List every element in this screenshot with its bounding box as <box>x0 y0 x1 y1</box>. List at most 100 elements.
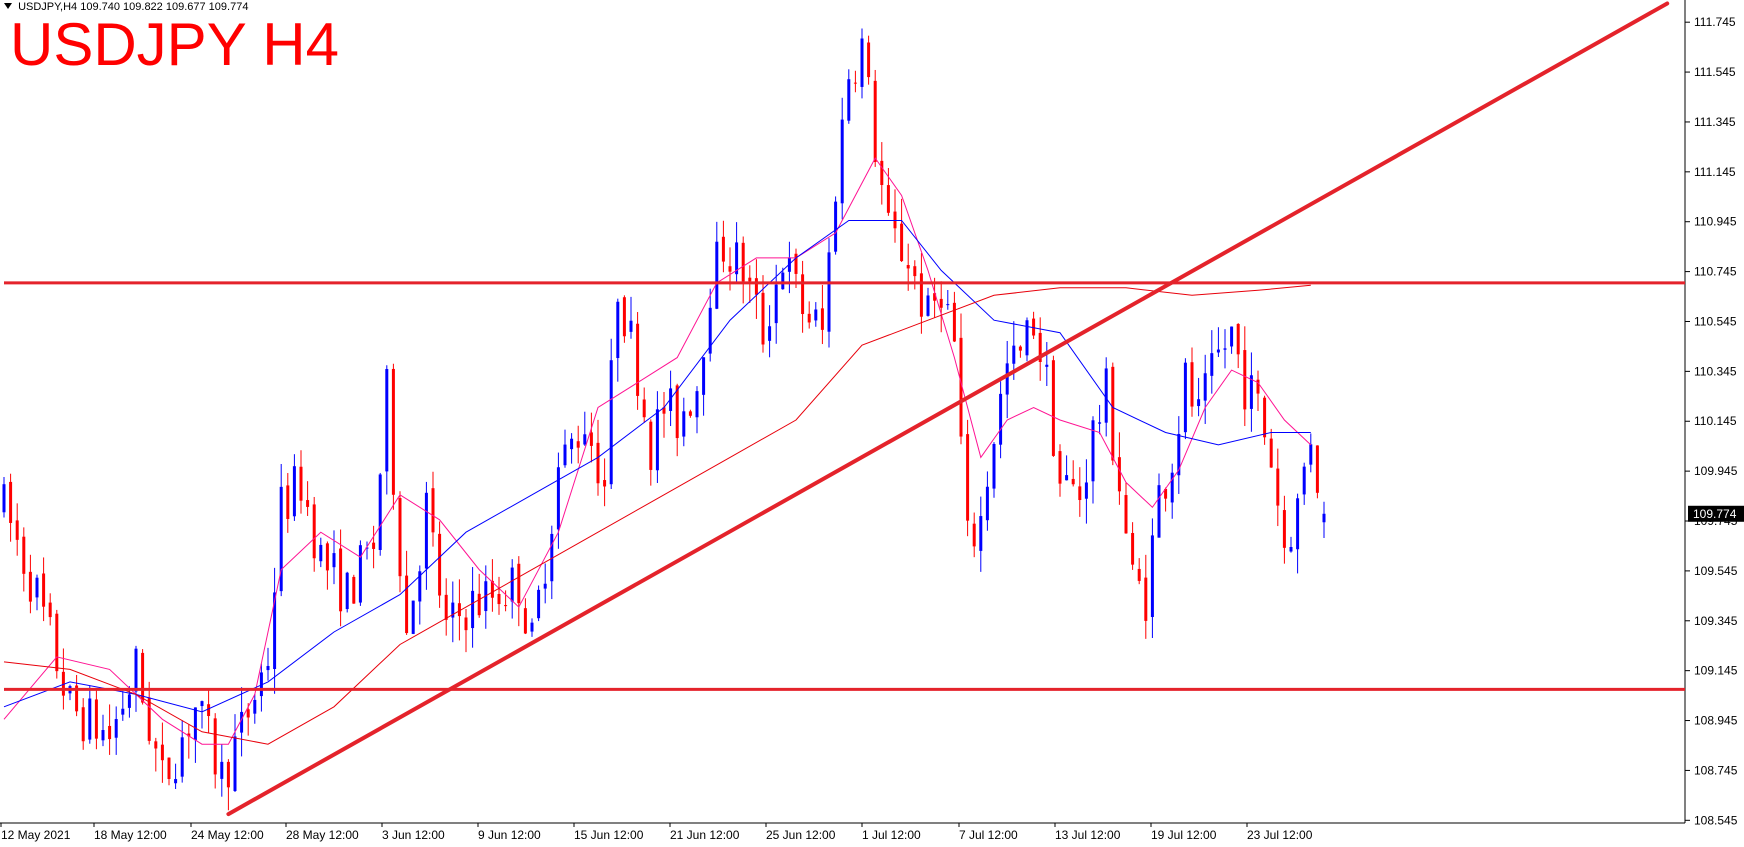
candle-body <box>108 725 112 740</box>
candle-body <box>279 486 283 592</box>
candle-body <box>424 492 428 569</box>
candle-body <box>273 592 277 670</box>
candle-body <box>398 498 402 577</box>
price-tick-label: 110.745 <box>1694 265 1737 279</box>
candle-body <box>867 42 871 78</box>
candle-body <box>81 707 85 742</box>
current-price-label: 109.774 <box>1693 507 1737 521</box>
candle-body <box>1164 488 1168 499</box>
candle-body <box>339 548 343 612</box>
candle-body <box>1025 320 1029 356</box>
candle-body <box>1177 433 1181 476</box>
candle-body <box>1296 498 1300 550</box>
candle-body <box>1243 350 1247 410</box>
candle-body <box>550 533 554 582</box>
candle-body <box>1183 362 1187 433</box>
candle-body <box>688 411 692 416</box>
price-tick-label: 111.745 <box>1694 15 1736 29</box>
candle-body <box>721 236 725 262</box>
candle-body <box>1197 399 1201 407</box>
candle-body <box>213 718 217 775</box>
candle-body <box>1203 373 1207 401</box>
candle-body <box>385 369 389 472</box>
candle-body <box>1131 532 1135 565</box>
candle-body <box>174 779 178 784</box>
candle-body <box>1098 422 1102 424</box>
candle-body <box>801 274 805 315</box>
candle-body <box>596 442 600 484</box>
candle-body <box>840 119 844 204</box>
candle-body <box>873 80 877 162</box>
candle-body <box>477 593 481 616</box>
candle-body <box>35 577 39 598</box>
candle-body <box>589 432 593 446</box>
candle-body <box>972 523 976 547</box>
candle-body <box>1263 397 1267 438</box>
candle-body <box>1230 326 1234 347</box>
price-tick-label: 109.545 <box>1694 564 1738 578</box>
price-tick-label: 108.545 <box>1694 813 1738 827</box>
candle-body <box>114 719 118 738</box>
candle-body <box>959 337 963 437</box>
candle-body <box>543 583 547 589</box>
candle-body <box>1322 513 1326 523</box>
candle-body <box>655 409 659 471</box>
candle-body <box>1045 364 1049 367</box>
candle-body <box>259 672 263 697</box>
candle-body <box>510 567 514 602</box>
candle-body <box>94 699 98 739</box>
candle-body <box>292 466 296 517</box>
chart-header: USDJPY,H4 109.740 109.822 109.677 109.77… <box>4 1 248 13</box>
candle-body <box>266 665 270 671</box>
candle-body <box>15 520 19 540</box>
candle-body <box>523 608 527 634</box>
price-tick-label: 111.345 <box>1694 115 1736 129</box>
candle-body <box>906 265 910 269</box>
time-tick-label: 25 Jun 12:00 <box>766 828 836 842</box>
candle-body <box>1289 547 1293 552</box>
price-tick-label: 108.745 <box>1694 763 1738 777</box>
candle-body <box>9 481 13 523</box>
dropdown-triangle-icon[interactable] <box>4 3 12 9</box>
candle-body <box>200 701 204 707</box>
candle-body <box>728 266 732 272</box>
candle-body <box>853 82 857 84</box>
candle-body <box>48 602 52 618</box>
candle-body <box>160 744 164 761</box>
candle-body <box>2 484 6 513</box>
candle-body <box>1051 360 1055 456</box>
candle-body <box>1144 577 1148 621</box>
candle-body <box>1071 478 1075 485</box>
candle-body <box>1058 451 1062 484</box>
candle-body <box>127 694 131 708</box>
price-tick-label: 108.945 <box>1694 714 1738 728</box>
candle-body <box>121 708 125 715</box>
candle-body <box>1124 495 1128 534</box>
candle-body <box>966 434 970 521</box>
candle-body <box>900 223 904 262</box>
candle-body <box>1282 510 1286 548</box>
time-tick-label: 19 Jul 12:00 <box>1151 828 1217 842</box>
candle-body <box>675 385 679 439</box>
candle-body <box>141 652 145 703</box>
candle-body <box>22 536 26 574</box>
candle-body <box>504 605 508 607</box>
candle-body <box>537 589 541 619</box>
candle-body <box>576 441 580 448</box>
candle-body <box>1210 353 1214 376</box>
candle-body <box>444 594 448 620</box>
candle-body <box>794 253 798 274</box>
candle-body <box>827 252 831 332</box>
candle-body <box>1309 444 1313 465</box>
time-tick-label: 3 Jun 12:00 <box>382 828 445 842</box>
candle-body <box>471 590 475 629</box>
candle-body <box>352 576 356 604</box>
candle-body <box>1078 486 1082 501</box>
candle-body <box>985 486 989 521</box>
candle-body <box>669 388 673 411</box>
price-tick-label: 110.545 <box>1694 314 1737 328</box>
candle-body <box>919 273 923 317</box>
candle-body <box>702 357 706 395</box>
candle-body <box>88 698 92 740</box>
